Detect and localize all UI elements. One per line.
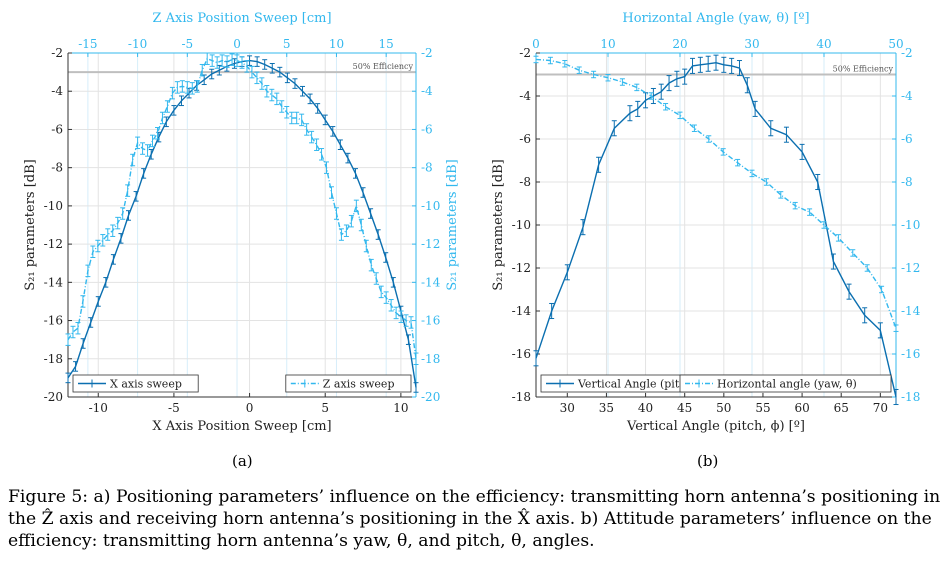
x-tick-label: -10 xyxy=(89,401,108,415)
y-tick-label: -16 xyxy=(44,314,63,328)
y-tick-label: -8 xyxy=(51,161,63,175)
x-axis-label: Vertical Angle (pitch, ϕ) [º] xyxy=(626,419,805,434)
series-line-2 xyxy=(67,57,417,359)
right-y-tick-label: -18 xyxy=(421,352,440,366)
y-tick-label: -12 xyxy=(512,261,531,275)
efficiency-label: 50% Efficiency xyxy=(353,62,414,71)
right-y-tick-label: -8 xyxy=(421,161,433,175)
y-tick-label: -20 xyxy=(44,390,63,404)
top-x-axis-label: Z Axis Position Sweep [cm] xyxy=(152,11,331,26)
x-tick-label: 55 xyxy=(755,401,770,415)
y-tick-label: -12 xyxy=(44,237,63,251)
y-tick-label: -2 xyxy=(51,46,63,60)
top-x-tick-label: -5 xyxy=(181,37,193,51)
y-tick-label: -6 xyxy=(51,122,63,136)
right-y-tick-label: -10 xyxy=(901,218,920,232)
x-tick-label: 50 xyxy=(716,401,731,415)
right-y-axis-label: S₂₁ parameters [dB] xyxy=(445,159,460,290)
y-tick-label: -14 xyxy=(512,304,532,318)
panel-label-b: (b) xyxy=(697,452,719,470)
right-y-tick-label: -2 xyxy=(901,46,913,60)
legend-box-2 xyxy=(285,374,412,393)
x-tick-label: 60 xyxy=(794,401,809,415)
top-x-tick-label: -10 xyxy=(128,37,147,51)
x-tick-label: 5 xyxy=(321,401,329,415)
y-tick-label: -4 xyxy=(51,84,63,98)
x-axis-label: X Axis Position Sweep [cm] xyxy=(152,419,331,434)
right-y-tick-label: -12 xyxy=(901,261,920,275)
top-x-tick-label: 10 xyxy=(600,37,615,51)
x-tick-label: 30 xyxy=(560,401,575,415)
right-y-tick-label: -8 xyxy=(901,175,913,189)
x-tick-label: 40 xyxy=(638,401,653,415)
x-tick-label: 65 xyxy=(834,401,849,415)
top-x-tick-label: 50 xyxy=(888,37,903,51)
series-line-1 xyxy=(535,61,897,398)
x-tick-label: 70 xyxy=(873,401,888,415)
y-tick-label: -2 xyxy=(519,46,531,60)
right-y-tick-label: -18 xyxy=(901,390,920,404)
top-x-tick-label: 0 xyxy=(532,37,540,51)
legend-label-1: X axis sweep xyxy=(110,378,182,391)
right-y-tick-label: -20 xyxy=(421,390,440,404)
x-tick-label: 10 xyxy=(393,401,408,415)
x-tick-label: 45 xyxy=(677,401,692,415)
y-tick-label: -16 xyxy=(512,347,531,361)
y-tick-label: -18 xyxy=(512,390,531,404)
right-y-tick-label: -14 xyxy=(421,275,441,289)
right-y-tick-label: -12 xyxy=(421,237,440,251)
y-tick-label: -4 xyxy=(519,89,531,103)
y-axis-label: S₂₁ parameters [dB] xyxy=(23,159,38,290)
panel-label-a: (a) xyxy=(232,452,253,470)
right-y-tick-label: -4 xyxy=(421,84,433,98)
top-x-tick-label: 20 xyxy=(672,37,687,51)
right-y-tick-label: -6 xyxy=(901,132,913,146)
top-x-tick-label: -15 xyxy=(78,37,97,51)
y-tick-label: -10 xyxy=(512,218,531,232)
right-y-tick-label: -16 xyxy=(901,347,920,361)
y-tick-label: -6 xyxy=(519,132,531,146)
right-y-tick-label: -10 xyxy=(421,199,440,213)
right-y-tick-label: -14 xyxy=(901,304,921,318)
top-x-tick-label: 0 xyxy=(233,37,241,51)
top-x-tick-label: 10 xyxy=(329,37,344,51)
right-y-tick-label: -4 xyxy=(901,89,913,103)
legend-label-1: Vertical Angle (pitch, ϕ) xyxy=(577,378,711,391)
y-axis-label: S₂₁ parameters [dB] xyxy=(491,159,506,290)
y-tick-label: -14 xyxy=(44,275,64,289)
right-y-tick-label: -6 xyxy=(421,122,433,136)
top-x-axis-label: Horizontal Angle (yaw, θ) [º] xyxy=(622,11,809,26)
legend-box-1 xyxy=(72,374,199,393)
top-x-tick-label: 15 xyxy=(379,37,394,51)
top-x-tick-label: 40 xyxy=(816,37,831,51)
right-y-tick-label: -16 xyxy=(421,314,440,328)
x-tick-label: 0 xyxy=(246,401,254,415)
y-tick-label: -18 xyxy=(44,352,63,366)
right-y-tick-label: -2 xyxy=(421,46,433,60)
legend-label-2: Horizontal angle (yaw, θ) xyxy=(717,378,857,391)
x-tick-label: 35 xyxy=(599,401,614,415)
figure-caption: Figure 5: a) Positioning parameters’ inf… xyxy=(8,487,941,551)
chart-b: 50% Efficiency 30 35 40 45 50 55 60 65 70 0 10 20 30 4… xyxy=(491,11,921,434)
x-tick-label: -5 xyxy=(168,401,180,415)
chart-a: 50% Efficiency -10 -5 0 5 10 -15 -10 -5 0 5 10 15 -2 -… xyxy=(23,11,460,434)
efficiency-label: 50% Efficiency xyxy=(833,65,894,74)
legend-label-2: Z axis sweep xyxy=(323,378,395,391)
series-line-2 xyxy=(535,58,897,329)
y-tick-label: -10 xyxy=(44,199,63,213)
series-line-1 xyxy=(67,59,417,388)
legend-box-2 xyxy=(679,374,892,393)
y-tick-label: -8 xyxy=(519,175,531,189)
top-x-tick-label: 5 xyxy=(283,37,291,51)
top-x-tick-label: 30 xyxy=(744,37,759,51)
